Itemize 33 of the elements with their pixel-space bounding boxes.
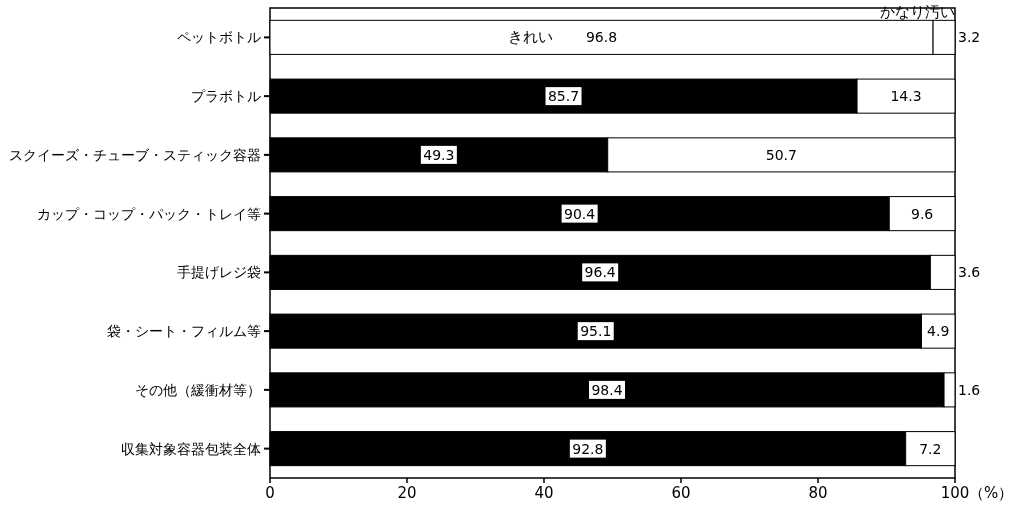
x-tick-label: 80 xyxy=(808,484,828,502)
data-label: 3.6 xyxy=(958,264,981,281)
data-label: 98.4 xyxy=(591,381,623,398)
data-label: 3.2 xyxy=(958,29,981,46)
data-label: 85.7 xyxy=(547,88,580,105)
data-label: 4.9 xyxy=(927,323,950,340)
data-label: 96.4 xyxy=(584,264,616,281)
data-label: 14.3 xyxy=(890,88,922,105)
data-label: 90.4 xyxy=(564,205,596,222)
data-label: 92.8 xyxy=(572,440,604,457)
y-tick-label: スクイーズ・チューブ・スティック容器 xyxy=(9,146,261,163)
data-label: 95.1 xyxy=(580,323,612,340)
y-tick-label: カップ・コップ・パック・トレイ等 xyxy=(37,205,261,222)
x-tick-label: 20 xyxy=(397,484,417,502)
data-label: 49.3 xyxy=(423,146,455,163)
x-tick-label: 60 xyxy=(671,484,691,502)
data-label: 7.2 xyxy=(919,440,942,457)
x-tick-label: 0 xyxy=(265,484,275,502)
y-tick-label: その他（緩衝材等） xyxy=(135,381,261,398)
x-axis-title: （%） xyxy=(969,484,1014,502)
data-label: 1.6 xyxy=(958,381,981,398)
y-tick-label: 手提げレジ袋 xyxy=(177,264,261,281)
data-label: 50.7 xyxy=(765,146,797,163)
series-label: きれい xyxy=(507,28,553,47)
y-tick-label: 袋・シート・フィルム等 xyxy=(107,323,261,340)
y-tick-label: プラボトル xyxy=(191,88,261,105)
series-label: かなり汚い xyxy=(880,3,955,22)
data-label: 96.8 xyxy=(585,29,618,46)
data-label: 9.6 xyxy=(910,205,934,222)
x-tick-label: 40 xyxy=(534,484,554,502)
y-tick-label: 収集対象容器包装全体 xyxy=(121,440,261,457)
x-tick-label: 100 xyxy=(940,484,970,502)
y-tick-label: ペットボトル xyxy=(177,29,261,46)
